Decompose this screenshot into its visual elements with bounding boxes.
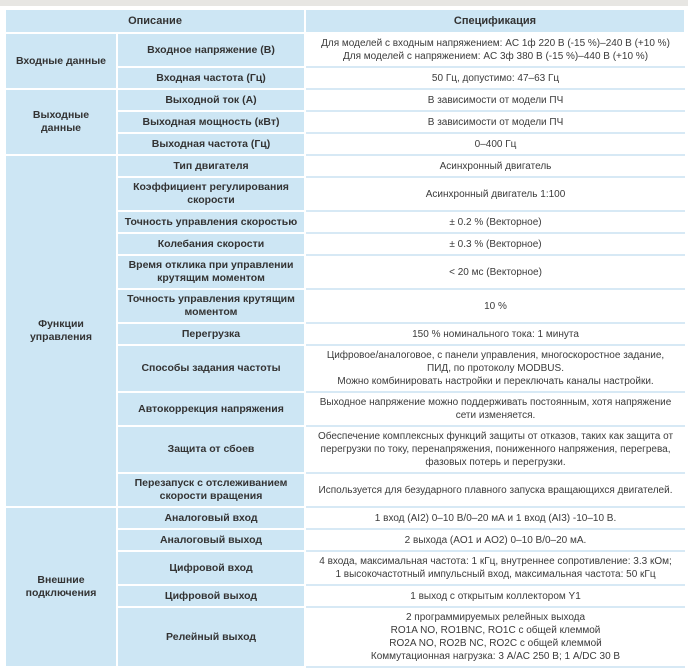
parameter-cell: Входное напряжение (В) [115,32,307,68]
spec-cell: 4 входа, максимальная частота: 1 кГц, вн… [304,550,686,586]
table-row: Точность управления скоростью ± 0.2 % (Ве… [5,210,686,234]
table-row: Время отклика при управлении крутящим мо… [5,254,686,290]
table-row: Выходные данные Выходной ток (А) В зависим… [4,88,686,156]
table-row: Точность управления крутящим моментом 10 … [5,288,686,324]
spec-line: Асинхронный двигатель 1:100 [425,188,566,200]
spec-cell: Используется для безударного плавного за… [304,472,686,508]
spec-cell: 10 % [304,288,686,324]
header-description: Описание [3,8,307,34]
spec-cell: Цифровое/аналоговое, с панели управления… [304,344,686,393]
spec-line: 1 высокочастотный импульсный вход, макси… [335,569,656,580]
spec-line: < 20 мс (Векторное) [449,266,542,278]
table-header-row: Описание Спецификация [3,8,687,34]
header-specification: Спецификация [304,8,687,34]
spec-cell: 1 вход (AI2) 0–10 В/0–20 мА и 1 вход (AI… [304,506,686,530]
parameter-cell: Выходная частота (Гц) [115,132,307,156]
table-row: Колебания скорости ± 0.3 % (Векторное) [5,232,686,256]
parameter-cell: Цифровой вход [115,550,307,586]
table-row: Коэффициент регулирования скорости Асинхр… [5,176,686,212]
spec-line: 50 Гц, допустимо: 47–63 Гц [431,72,560,84]
parameter-cell: Коэффициент регулирования скорости [115,176,307,212]
spec-cell: ± 0.3 % (Векторное) [304,232,686,256]
spec-line: 2 выхода (AO1 и AO2) 0–10 В/0–20 мА. [404,534,587,546]
group-cell: Внешние подключения [4,506,118,668]
table-row: Функции управления Тип двигателя Асинхронн… [4,154,686,508]
spec-cell: Выходное напряжение можно поддерживать п… [304,391,686,427]
table-row: Выходная мощность (кВт) В зависимости от … [5,110,686,134]
parameter-cell: Колебания скорости [115,232,307,256]
spec-cell: 150 % номинального тока: 1 минута [304,322,686,346]
spec-line: В зависимости от модели ПЧ [427,94,564,106]
spec-line: Можно комбинировать настройки и переключ… [337,376,654,387]
spec-line: В зависимости от модели ПЧ [427,116,564,128]
spec-line: ± 0.2 % (Векторное) [449,216,542,228]
spec-line: ± 0.3 % (Векторное) [449,238,542,250]
group-cell: Выходные данные [4,88,118,156]
spec-cell: < 20 мс (Векторное) [304,254,686,290]
spec-line: Асинхронный двигатель [439,160,552,172]
parameter-cell: Тип двигателя [115,154,307,178]
spec-cell: Асинхронный двигатель 1:100 [304,176,686,212]
parameter-cell: Защита от сбоев [115,425,307,474]
table-row: Внешние подключения Аналоговый вход 1 вход… [4,506,686,668]
top-margin-band [0,0,688,6]
spec-cell: 1 выход с открытым коллектором Y1 [304,584,686,608]
spec-cell: Асинхронный двигатель [304,154,686,178]
spec-line: Для моделей с входным напряжением: AC 1ф… [321,38,670,49]
table-row: Перезапуск с отслеживанием скорости вращ… [5,472,686,508]
parameter-cell: Релейный выход [115,606,307,668]
spec-line: 10 % [484,300,507,312]
spec-line: Коммутационная нагрузка: 3 А/AC 250 В; 1… [370,651,621,662]
spec-cell: 50 Гц, допустимо: 47–63 Гц [304,66,686,90]
parameter-cell: Перегрузка [115,322,307,346]
parameter-cell: Выходной ток (А) [115,88,307,112]
spec-line: Обеспечение комплексных функций защиты о… [317,431,674,468]
table-row: Защита от сбоев Обеспечение комплексных ф… [5,425,686,474]
spec-cell: В зависимости от модели ПЧ [304,110,686,134]
spec-cell: 0–400 Гц [304,132,686,156]
spec-line: Для моделей с напряжением: AC 3ф 380 В (… [342,51,649,62]
spec-cell: В зависимости от модели ПЧ [304,88,686,112]
parameter-cell: Входная частота (Гц) [115,66,307,90]
table-row: Входная частота (Гц) 50 Гц, допустимо: 47… [5,66,686,90]
spec-line: 1 вход (AI2) 0–10 В/0–20 мА и 1 вход (AI… [374,512,617,524]
table-row: Способы задания частоты Цифровое/аналогов… [5,344,686,393]
table-row: Выходная частота (Гц) 0–400 Гц [5,132,686,156]
spec-line: 2 программируемых релейных выхода [405,612,586,623]
specification-table: Описание Спецификация Входные данные Вход… [3,8,687,668]
table-row: Аналоговый выход 2 выхода (AO1 и AO2) 0–1… [5,528,686,552]
spec-line: RO1A NO, RO1BNC, RO1C с общей клеммой [390,625,601,636]
spec-line: 150 % номинального тока: 1 минута [412,328,579,340]
spec-line: Выходное напряжение можно поддерживать п… [319,397,672,421]
spec-cell: Для моделей с входным напряжением: AC 1ф… [304,32,686,68]
parameter-cell: Цифровой выход [115,584,307,608]
spec-line: 1 выход с открытым коллектором Y1 [410,590,581,602]
table-row: Цифровой выход 1 выход с открытым коллект… [5,584,686,608]
table-row: Автокоррекция напряжения Выходное напряже… [5,391,686,427]
parameter-cell: Время отклика при управлении крутящим мо… [115,254,307,290]
parameter-cell: Способы задания частоты [115,344,307,393]
spec-cell: Обеспечение комплексных функций защиты о… [304,425,686,474]
parameter-cell: Аналоговый выход [115,528,307,552]
parameter-cell: Точность управления скоростью [115,210,307,234]
table-row: Цифровой вход 4 входа, максимальная часто… [5,550,686,586]
spec-line: Цифровое/аналоговое, с панели управления… [326,350,665,374]
table-row: Перегрузка 150 % номинального тока: 1 мин… [5,322,686,346]
spec-cell: 2 программируемых релейных выхода RO1A NO… [304,606,686,668]
group-cell: Функции управления [4,154,118,508]
spec-cell: 2 выхода (AO1 и AO2) 0–10 В/0–20 мА. [304,528,686,552]
spec-line: Используется для безударного плавного за… [318,484,673,496]
parameter-cell: Выходная мощность (кВт) [115,110,307,134]
parameter-cell: Автокоррекция напряжения [115,391,307,427]
spec-line: 4 входа, максимальная частота: 1 кГц, вн… [319,556,672,567]
spec-line: 0–400 Гц [474,138,517,150]
spec-cell: ± 0.2 % (Векторное) [304,210,686,234]
table-row: Входные данные Входное напряжение (В) Для … [4,32,686,90]
parameter-cell: Точность управления крутящим моментом [115,288,307,324]
parameter-cell: Аналоговый вход [115,506,307,530]
group-cell: Входные данные [4,32,118,90]
parameter-cell: Перезапуск с отслеживанием скорости вращ… [115,472,307,508]
